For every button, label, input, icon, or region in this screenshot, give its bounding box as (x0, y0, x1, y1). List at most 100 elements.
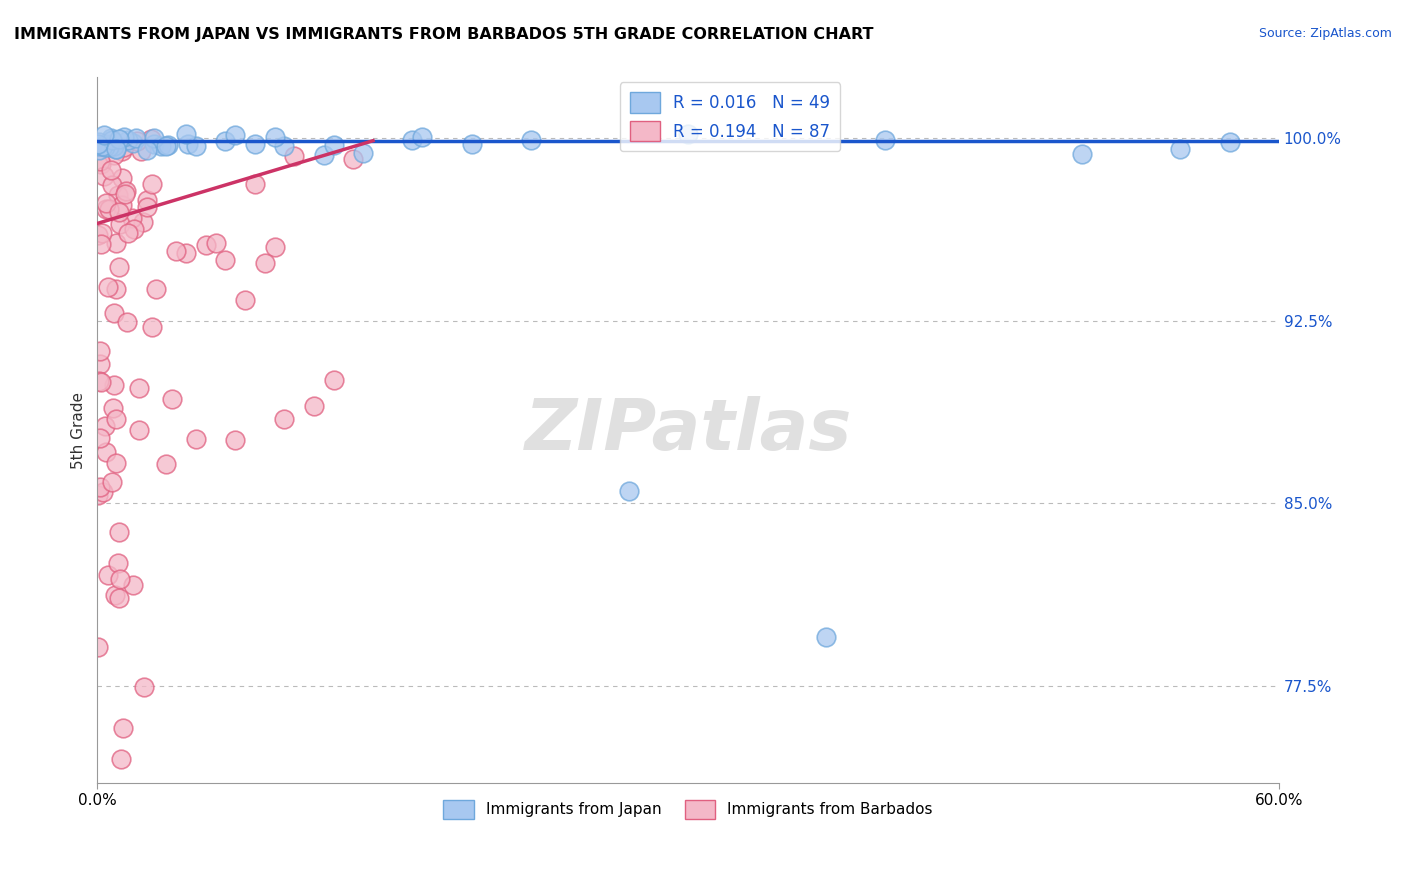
Point (93, 484, 115, 499)
Point (89, 431, 111, 445)
Point (104, 456, 127, 470)
Point (93, 128, 115, 143)
Point (1170, 142, 1192, 156)
Point (121, 211, 143, 225)
Point (103, 147, 125, 161)
Point (110, 752, 132, 766)
Point (132, 680, 155, 694)
Point (263, 129, 285, 144)
Point (617, 484, 640, 499)
Point (93, 136, 115, 151)
Point (184, 139, 207, 153)
Point (184, 432, 207, 446)
Point (100, 133, 122, 147)
Point (103, 136, 125, 151)
Point (165, 244, 187, 259)
Legend: Immigrants from Japan, Immigrants from Barbados: Immigrants from Japan, Immigrants from B… (437, 794, 939, 825)
Point (112, 721, 135, 735)
Point (460, 136, 482, 151)
Point (174, 245, 197, 260)
Point (111, 144, 134, 158)
Point (145, 282, 167, 296)
Point (263, 240, 285, 254)
Point (224, 433, 246, 447)
Point (214, 135, 236, 149)
Point (101, 475, 124, 490)
Point (204, 236, 226, 251)
Point (89, 480, 111, 494)
Point (87, 640, 110, 654)
Point (91, 139, 114, 153)
Point (1219, 136, 1241, 150)
Point (87, 138, 110, 153)
Point (149, 138, 172, 153)
Point (117, 226, 139, 240)
Point (87, 227, 110, 242)
Point (214, 253, 236, 268)
Point (141, 177, 163, 191)
Point (194, 238, 217, 252)
Point (129, 145, 152, 159)
Point (90, 376, 112, 390)
Point (115, 184, 138, 198)
Point (94, 419, 117, 434)
Point (125, 131, 148, 145)
Point (107, 524, 129, 539)
Y-axis label: 5th Grade: 5th Grade (72, 392, 86, 468)
Point (125, 134, 148, 148)
Point (104, 588, 127, 602)
Point (107, 591, 129, 605)
Point (105, 412, 128, 426)
Point (128, 423, 150, 437)
Text: Source: ZipAtlas.com: Source: ZipAtlas.com (1258, 27, 1392, 40)
Point (273, 139, 295, 153)
Point (110, 217, 132, 231)
Point (322, 138, 344, 153)
Point (1071, 147, 1094, 161)
Point (87, 136, 110, 151)
Point (105, 236, 128, 251)
Point (322, 373, 344, 387)
Point (107, 205, 129, 219)
Point (101, 178, 124, 192)
Point (87, 487, 110, 501)
Point (89, 343, 111, 358)
Point (401, 133, 423, 147)
Point (155, 139, 177, 153)
Point (97, 567, 120, 582)
Point (115, 315, 138, 329)
Point (873, 133, 896, 147)
Point (342, 153, 364, 167)
Point (312, 148, 335, 162)
Point (108, 132, 131, 146)
Point (157, 137, 180, 152)
Point (117, 133, 139, 147)
Point (93, 169, 115, 184)
Text: ZIPatlas: ZIPatlas (524, 396, 852, 465)
Point (89, 153, 111, 168)
Point (253, 255, 276, 269)
Point (135, 200, 157, 214)
Point (100, 131, 122, 145)
Point (112, 140, 135, 154)
Point (143, 131, 166, 145)
Point (107, 260, 129, 275)
Point (135, 143, 157, 157)
Point (519, 133, 541, 147)
Point (89, 357, 111, 371)
Point (91, 138, 114, 153)
Point (108, 572, 131, 586)
Point (96, 202, 118, 216)
Point (89, 143, 111, 157)
Point (676, 128, 699, 142)
Point (105, 142, 128, 156)
Point (128, 381, 150, 395)
Point (302, 400, 325, 414)
Point (97, 280, 120, 294)
Point (411, 129, 433, 144)
Point (110, 171, 132, 186)
Point (352, 146, 374, 161)
Point (107, 556, 129, 570)
Point (273, 412, 295, 426)
Point (132, 215, 155, 229)
